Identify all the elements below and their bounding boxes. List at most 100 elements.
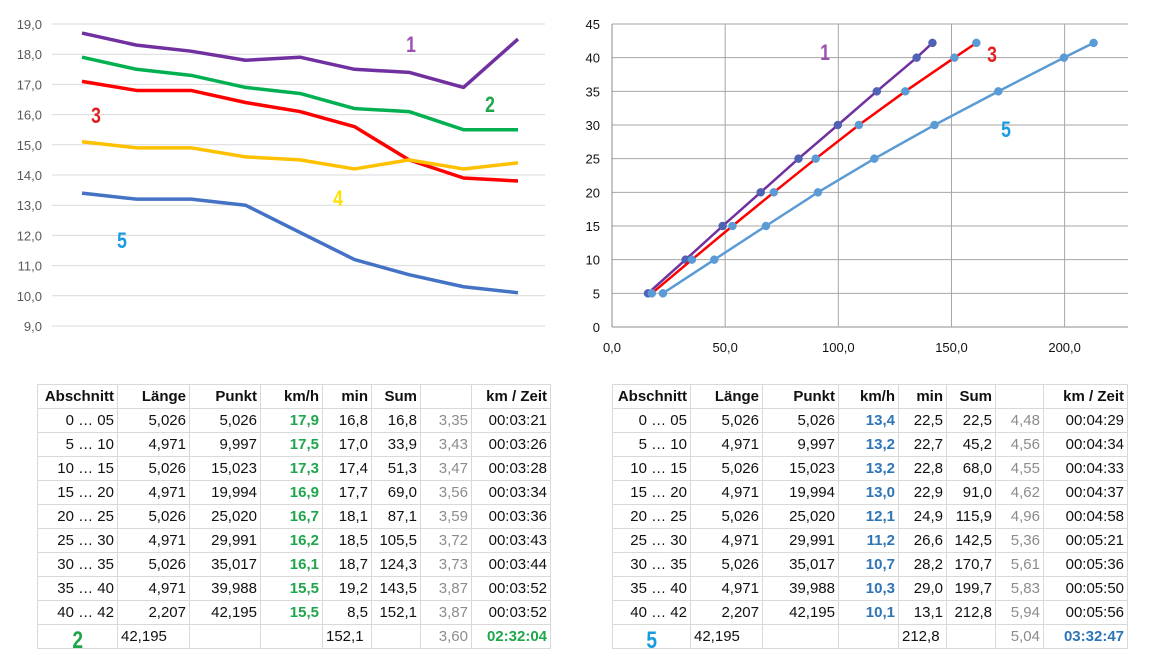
table-cell: 4,96 <box>995 504 1044 529</box>
y-tick-label: 19,0 <box>17 17 42 32</box>
empty-cell <box>838 624 899 649</box>
table-cell: 33,9 <box>371 432 421 457</box>
table-cell: 15 … 20 <box>37 480 118 505</box>
data-point <box>870 154 879 163</box>
table-cell: 69,0 <box>371 480 421 505</box>
table-cell: 22,9 <box>898 480 947 505</box>
table-cell: 35,017 <box>189 552 261 577</box>
table-cell: 39,988 <box>189 576 261 601</box>
table-cell: 3,87 <box>420 576 472 601</box>
total-row: 2 42,195 152,1 3,60 02:32:04 <box>37 624 551 654</box>
y-tick-label: 9,0 <box>24 319 42 334</box>
table-cell: 35 … 40 <box>37 576 118 601</box>
table-cell: 3,59 <box>420 504 472 529</box>
series-label-1: 1 <box>820 41 830 65</box>
data-point <box>811 154 820 163</box>
table-cell: 00:03:26 <box>471 432 551 457</box>
table-cell: 16,2 <box>260 528 323 553</box>
table-cell: 00:03:52 <box>471 576 551 601</box>
table-cell: 00:03:52 <box>471 600 551 625</box>
column-header: Länge <box>690 384 763 409</box>
table-row: 15 … 20 4,971 19,994 13,0 22,9 91,0 4,62 00:04:… <box>612 480 1128 505</box>
table-cell: 9,997 <box>189 432 261 457</box>
table-cell: 91,0 <box>946 480 996 505</box>
table-cell: 115,9 <box>946 504 996 529</box>
y-tick-label: 45 <box>586 17 600 32</box>
empty-cell <box>260 624 323 649</box>
table-cell: 00:03:36 <box>471 504 551 529</box>
table-cell: 35,017 <box>762 552 839 577</box>
column-header: min <box>898 384 947 409</box>
table-cell: 00:04:33 <box>1043 456 1128 481</box>
table-cell: 00:05:56 <box>1043 600 1128 625</box>
table-cell: 12,1 <box>838 504 899 529</box>
total-minutes: 152,1 <box>322 624 372 649</box>
table-row: 5 … 10 4,971 9,997 13,2 22,7 45,2 4,56 00:04:34 <box>612 432 1128 457</box>
table-cell: 15,5 <box>260 600 323 625</box>
table-cell: 15,5 <box>260 576 323 601</box>
table-cell: 10,7 <box>838 552 899 577</box>
table-cell: 3,73 <box>420 552 472 577</box>
series-line-5 <box>81 191 519 295</box>
table-cell: 4,62 <box>995 480 1044 505</box>
table-row: 35 … 40 4,971 39,988 10,3 29,0 199,7 5,83 00:05… <box>612 576 1128 601</box>
table-cell: 5 … 10 <box>612 432 691 457</box>
empty-cell <box>762 624 839 649</box>
splits-table-5: Abschnitt Länge Punkt km/h min Sum km / Zeit 0 … <box>612 384 1128 653</box>
table-cell: 16,8 <box>371 408 421 433</box>
table-row: 15 … 20 4,971 19,994 16,9 17,7 69,0 3,56 00:03:… <box>37 480 551 505</box>
data-point <box>813 188 823 197</box>
data-point <box>761 221 771 231</box>
table-cell: 00:04:58 <box>1043 504 1128 529</box>
table-cell: 17,3 <box>260 456 323 481</box>
table-cell: 17,4 <box>322 456 372 481</box>
column-header <box>995 384 1044 409</box>
data-point <box>854 120 864 130</box>
table-cell: 13,1 <box>898 600 947 625</box>
table-cell: 00:05:50 <box>1043 576 1128 601</box>
data-point <box>718 221 727 231</box>
data-point <box>972 38 981 48</box>
table-cell: 10,1 <box>838 600 899 625</box>
total-length: 42,195 <box>690 624 763 649</box>
table-row: 25 … 30 4,971 29,991 16,2 18,5 105,5 3,72 00:03… <box>37 528 551 553</box>
data-point <box>901 87 910 96</box>
table-cell: 28,2 <box>898 552 947 577</box>
column-header: Sum <box>946 384 996 409</box>
data-point <box>1059 53 1069 62</box>
data-point <box>794 154 803 163</box>
table-cell: 87,1 <box>371 504 421 529</box>
table-cell: 5 … 10 <box>37 432 118 457</box>
table-cell: 29,991 <box>762 528 839 553</box>
data-point <box>994 87 1003 96</box>
table-cell: 8,5 <box>322 600 372 625</box>
table-cell: 00:03:34 <box>471 480 551 505</box>
table-cell: 5,94 <box>995 600 1044 625</box>
data-point <box>1089 38 1098 48</box>
table-row: 0 … 05 5,026 5,026 13,4 22,5 22,5 4,48 00:04:29 <box>612 408 1128 433</box>
table-cell: 22,8 <box>898 456 947 481</box>
x-tick-label: 200,0 <box>1048 340 1081 355</box>
total-minutes: 212,8 <box>898 624 947 649</box>
y-tick-label: 14,0 <box>17 168 42 183</box>
table-cell: 40 … 42 <box>37 600 118 625</box>
table-cell: 39,988 <box>762 576 839 601</box>
table-cell: 5,026 <box>690 552 763 577</box>
table-cell: 25,020 <box>762 504 839 529</box>
table-cell: 5,026 <box>762 408 839 433</box>
table-cell: 5,026 <box>117 408 190 433</box>
series-number: 2 <box>72 627 83 654</box>
table-cell: 18,7 <box>322 552 372 577</box>
table-cell: 00:03:28 <box>471 456 551 481</box>
data-point <box>833 120 843 130</box>
table-cell: 11,2 <box>838 528 899 553</box>
table-cell: 212,8 <box>946 600 996 625</box>
x-tick-label: 100,0 <box>822 340 855 355</box>
data-point <box>658 289 668 298</box>
table-cell: 4,971 <box>117 528 190 553</box>
x-tick-label: 0,0 <box>603 340 621 355</box>
data-point <box>769 188 779 197</box>
table-cell: 4,971 <box>690 528 763 553</box>
table-cell: 20 … 25 <box>37 504 118 529</box>
table-cell: 3,87 <box>420 600 472 625</box>
